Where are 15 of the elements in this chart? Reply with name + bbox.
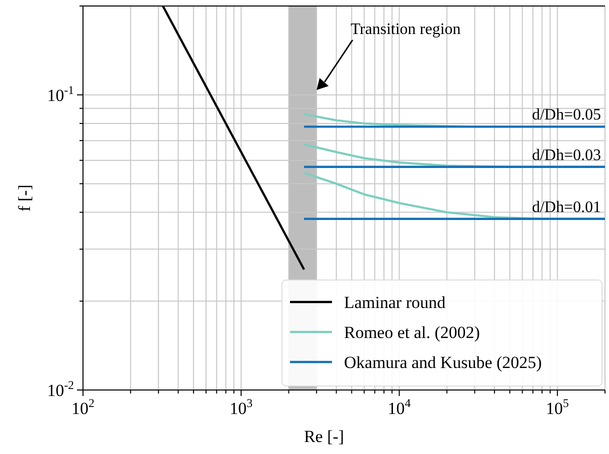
x-tick-label: 10$^{5}$ <box>546 396 569 418</box>
y-axis-title: f [-] <box>15 184 34 212</box>
annotation: d/Dh=0.01 <box>532 198 601 216</box>
annotation: d/Dh=0.05 <box>532 106 601 124</box>
annotation: Transition region <box>350 21 461 38</box>
y-tick-label: 10$^{-2}$ <box>47 378 74 400</box>
x-tick-label: 10$^{3}$ <box>230 396 253 418</box>
legend-label: Laminar round <box>344 293 446 312</box>
legend-label: Romeo et al. (2002) <box>344 323 480 342</box>
x-axis-title: Re [-] <box>304 427 344 446</box>
legend-label: Okamura and Kusube (2025) <box>344 353 542 372</box>
x-tick-label: 10$^{4}$ <box>388 396 411 418</box>
y-tick-label: 10$^{-1}$ <box>47 82 74 105</box>
x-tick-label: 10$^{2}$ <box>72 396 95 418</box>
annotation: d/Dh=0.03 <box>532 146 601 164</box>
